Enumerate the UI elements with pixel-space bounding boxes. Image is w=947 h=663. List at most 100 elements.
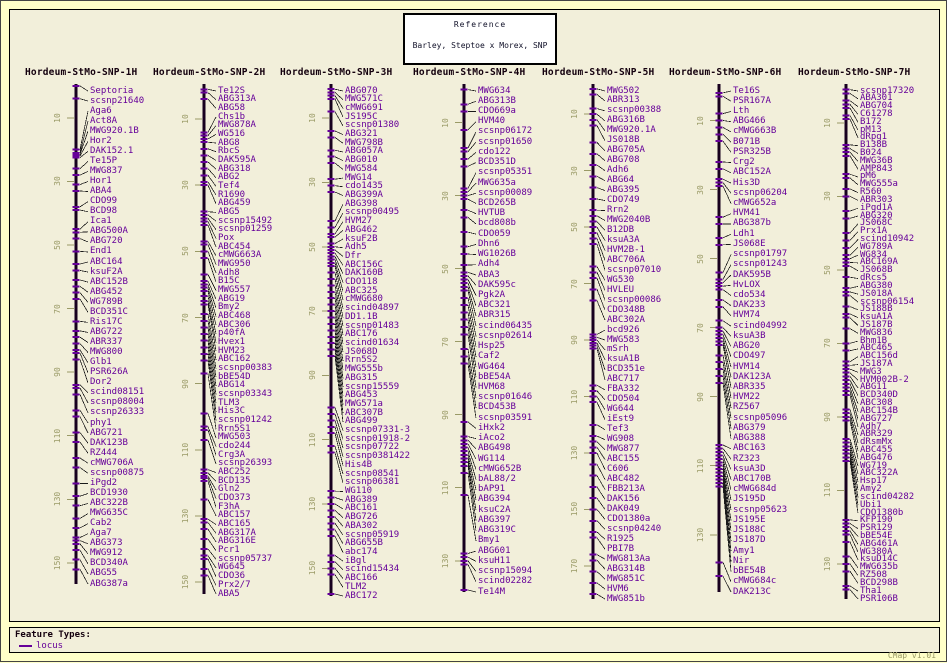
locus-label[interactable]: DAK123B <box>90 439 128 448</box>
locus-label[interactable]: ABC163 <box>733 444 766 453</box>
locus-label[interactable]: ksuA3D <box>733 465 766 474</box>
locus-label[interactable]: ABC302A <box>607 316 645 325</box>
locus-label[interactable]: DAK049 <box>607 505 640 514</box>
locus-label[interactable]: RZ323 <box>733 455 760 464</box>
locus-label[interactable]: BCD453B <box>478 403 516 412</box>
locus-label[interactable]: Glb1 <box>90 358 112 367</box>
locus-label[interactable]: ABC717 <box>607 375 640 384</box>
locus-label[interactable]: WG644 <box>607 405 634 414</box>
locus-label[interactable]: End1 <box>90 247 112 256</box>
locus-label[interactable]: ABC170B <box>733 475 771 484</box>
locus-label[interactable]: ABG722 <box>90 328 123 337</box>
map-title-1h[interactable]: Hordeum-StMo-SNP-1H <box>25 67 137 78</box>
locus-label[interactable]: bBE54A <box>478 373 511 382</box>
locus-label[interactable]: Rrn2 <box>607 206 629 215</box>
locus-label[interactable]: ABG55 <box>90 569 117 578</box>
locus-label[interactable]: ABG466 <box>733 117 766 126</box>
locus-label[interactable]: ksuA3A <box>607 236 640 245</box>
locus-label[interactable]: MWG813Aa <box>607 555 650 564</box>
locus-label[interactable]: scind08151 <box>90 388 144 397</box>
locus-label[interactable]: bcd926 <box>607 326 640 335</box>
locus-label[interactable]: ABC706A <box>607 256 645 265</box>
locus-label[interactable]: B071B <box>733 138 760 147</box>
locus-label[interactable]: ABG379 <box>733 424 766 433</box>
locus-label[interactable]: Hor1 <box>90 177 112 186</box>
locus-label[interactable]: ABG313B <box>478 97 516 106</box>
locus-label[interactable]: scind06435 <box>478 322 532 331</box>
locus-label[interactable]: HVTUB <box>478 209 505 218</box>
locus-label[interactable]: MWG851C <box>607 575 645 584</box>
locus-label[interactable]: ABG705A <box>607 146 645 155</box>
locus-label[interactable]: R1925 <box>607 535 634 544</box>
locus-label[interactable]: ABG394 <box>478 495 511 504</box>
locus-label[interactable]: ABR313 <box>607 96 640 105</box>
locus-label[interactable]: JS187D <box>733 536 766 545</box>
locus-label[interactable]: ABG452 <box>90 288 123 297</box>
locus-label[interactable]: scsnp05623 <box>733 506 787 515</box>
locus-label[interactable]: MWG877 <box>607 445 640 454</box>
locus-label[interactable]: ABG721 <box>90 429 123 438</box>
locus-label[interactable]: Act8A <box>90 117 117 126</box>
locus-label[interactable]: ABG388 <box>733 434 766 443</box>
locus-label[interactable]: HVM6 <box>607 585 629 594</box>
locus-label[interactable]: cMWG663B <box>733 127 776 136</box>
locus-label[interactable]: scsnp05096 <box>733 414 787 423</box>
locus-label[interactable]: FBA332 <box>607 385 640 394</box>
locus-label[interactable]: ABR315 <box>478 311 511 320</box>
locus-label[interactable]: ABC152B <box>90 278 128 287</box>
locus-label[interactable]: ABC322B <box>90 499 128 508</box>
locus-label[interactable]: MWG583 <box>607 336 640 345</box>
locus-label[interactable]: ABG395 <box>607 186 640 195</box>
locus-label[interactable]: bcd808b <box>478 219 516 228</box>
locus-label[interactable]: ABG720 <box>90 237 123 246</box>
locus-label[interactable]: ABG498 <box>478 444 511 453</box>
locus-label[interactable]: HVM41 <box>733 209 760 218</box>
locus-label[interactable]: ABG373 <box>90 539 123 548</box>
locus-label[interactable]: MWG634 <box>478 87 511 96</box>
locus-label[interactable]: ksuA3B <box>733 332 766 341</box>
locus-label[interactable]: DAK152.1 <box>90 147 133 156</box>
locus-label[interactable]: cMWG652a <box>733 199 776 208</box>
locus-label[interactable]: JS195E <box>733 516 766 525</box>
locus-label[interactable]: bBE54B <box>733 567 766 576</box>
locus-label[interactable]: Aga7 <box>90 529 112 538</box>
locus-label[interactable]: ABG316B <box>607 116 645 125</box>
locus-label[interactable]: HVM74 <box>733 311 760 320</box>
locus-label[interactable]: Te14M <box>478 588 505 597</box>
locus-label[interactable]: ksuH11 <box>478 557 511 566</box>
locus-label[interactable]: Adh6 <box>607 166 629 175</box>
locus-label[interactable]: Bmy1 <box>478 536 500 545</box>
locus-label[interactable]: CDO497 <box>733 352 766 361</box>
locus-label[interactable]: DAK233 <box>733 301 766 310</box>
locus-label[interactable]: RZ567 <box>733 403 760 412</box>
locus-label[interactable]: DAK595c <box>478 281 516 290</box>
locus-label[interactable]: Septoria <box>90 87 133 96</box>
locus-label[interactable]: HVM68 <box>478 383 505 392</box>
locus-label[interactable]: cMWG684c <box>733 577 776 586</box>
locus-label[interactable]: Nir <box>733 557 749 566</box>
locus-label[interactable]: BCD351e <box>607 365 645 374</box>
locus-label[interactable]: DAK213C <box>733 588 771 597</box>
locus-label[interactable]: iHxk2 <box>478 424 505 433</box>
locus-label[interactable]: Hor2 <box>90 137 112 146</box>
locus-label[interactable]: CDO99 <box>90 197 117 206</box>
locus-label[interactable]: scsnp01646 <box>478 393 532 402</box>
locus-label[interactable]: Dor2 <box>90 378 112 387</box>
locus-label[interactable]: Crg2 <box>733 158 755 167</box>
locus-label[interactable]: HVM22 <box>733 393 760 402</box>
locus-label[interactable]: PBI7B <box>607 545 634 554</box>
locus-label[interactable]: scsnp01650 <box>478 138 532 147</box>
locus-label[interactable]: CDO504 <box>607 395 640 404</box>
locus-label[interactable]: ABG601 <box>478 547 511 556</box>
locus-label[interactable]: ABG387b <box>733 219 771 228</box>
locus-label[interactable]: scsnp01243 <box>733 260 787 269</box>
locus-label[interactable]: scsnp00875 <box>90 469 144 478</box>
locus-label[interactable]: MWG800 <box>90 348 123 357</box>
locus-label[interactable]: scsnp06204 <box>733 189 787 198</box>
locus-label[interactable]: ABR335 <box>733 383 766 392</box>
locus-label[interactable]: bAL88/2 <box>478 475 516 484</box>
locus-label[interactable]: ABG387a <box>90 580 128 589</box>
locus-label[interactable]: MWG920.1B <box>90 127 139 136</box>
locus-label[interactable]: ABR337 <box>90 338 123 347</box>
locus-label[interactable]: cdo534 <box>733 291 766 300</box>
